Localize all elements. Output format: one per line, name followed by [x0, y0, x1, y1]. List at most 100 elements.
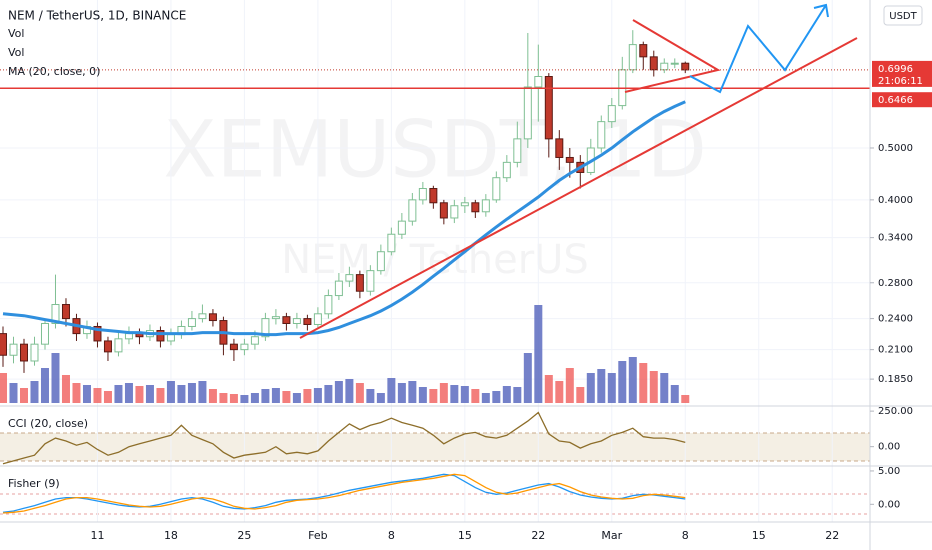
volume-bar [660, 373, 669, 403]
candle-body [376, 251, 385, 272]
indicator-line [2, 473, 686, 514]
projection-arrow [813, 3, 829, 18]
candle-body [261, 318, 270, 338]
volume-bar [450, 385, 459, 403]
fisher-title: Fisher (9) [8, 477, 60, 490]
candle-body [103, 340, 112, 353]
candle-body [649, 56, 658, 71]
volume-bar [114, 385, 123, 403]
volume-bar [0, 373, 8, 403]
volume-bar [324, 385, 333, 403]
y-tick-label: 0.3400 [878, 233, 913, 244]
volume-bar [639, 363, 648, 403]
x-tick-label: 25 [237, 529, 251, 542]
indicator-line [2, 473, 686, 513]
candle-body [282, 316, 291, 324]
x-tick-label: Mar [601, 529, 622, 542]
volume-bar [292, 393, 301, 403]
candle-body [187, 318, 196, 327]
volume-bar [334, 381, 343, 403]
x-tick-label: Feb [308, 529, 327, 542]
x-tick-label: 11 [90, 529, 104, 542]
volume-bar [408, 381, 417, 403]
y-tick-label: 5.00 [878, 466, 900, 477]
candle-body [481, 199, 490, 213]
volume-bar [219, 393, 228, 403]
candle-body [544, 76, 553, 140]
candle-body [61, 304, 70, 320]
y-tick-label: 0.00 [878, 442, 900, 453]
labels: 11 18 25 Feb 8 15 22 Mar 8 15 22 0.1850 0.2100 0.2400… [90, 60, 932, 542]
candle-body [607, 105, 616, 123]
triangle-drawing [624, 19, 721, 93]
candle-body [334, 280, 343, 297]
chart-title: NEM / TetherUS, 1D, BINANCE [8, 9, 186, 23]
candle-body [93, 325, 102, 342]
candle-body [124, 333, 133, 340]
candle-body [0, 333, 8, 356]
candle-body [30, 343, 39, 362]
volume-bar [607, 373, 616, 403]
last-price-label: 0.6996 [878, 64, 913, 75]
candle-body [523, 86, 532, 140]
volume-bar [40, 368, 49, 403]
candle-body [51, 304, 60, 324]
last-price-box [872, 60, 932, 87]
candle-body [313, 313, 322, 325]
volume-bar [355, 383, 364, 403]
candle-body [292, 318, 301, 324]
volume-bar [103, 391, 112, 403]
y-tick-label: 250.00 [878, 406, 913, 417]
volume-bar [135, 386, 144, 403]
candle-body [345, 274, 354, 282]
volume-bar [303, 389, 312, 403]
volume-bar [30, 381, 39, 403]
candle-body [471, 202, 480, 213]
volume-bar [565, 368, 574, 403]
candle-body [450, 205, 459, 219]
volume-bar [345, 379, 354, 403]
candle-body [303, 318, 312, 325]
currency-button[interactable] [883, 5, 923, 26]
indicator-line [2, 100, 686, 337]
x-tick-label: 8 [682, 529, 689, 542]
candle-body [555, 138, 564, 158]
candle-body [513, 138, 522, 163]
volume-bar [649, 371, 658, 403]
candle-body [660, 62, 669, 71]
volume-bar [93, 388, 102, 403]
volume-bar [618, 361, 627, 403]
volume-bar [534, 305, 543, 403]
volume-bar [471, 389, 480, 403]
candle-body [250, 336, 259, 345]
candle-body [324, 295, 333, 315]
y-tick-label: 0.00 [878, 499, 900, 510]
volume-bar [271, 388, 280, 403]
candle-body [429, 188, 438, 204]
candle-body [418, 188, 427, 201]
y-tick-label: 0.1850 [878, 374, 913, 385]
volume-bar [586, 373, 595, 403]
candle-body [366, 270, 375, 292]
y-tick-label: 0.4000 [878, 195, 913, 206]
candle-body [9, 343, 18, 356]
candle-body [229, 343, 238, 351]
volume-bar [145, 385, 154, 403]
volume-bar [481, 393, 490, 403]
candle-body [460, 202, 469, 207]
candle-body [670, 62, 679, 65]
volume-bar [156, 388, 165, 403]
volume-bar [439, 383, 448, 403]
volume-bar [492, 391, 501, 403]
alert-price-box [872, 92, 932, 108]
indicator-label: Vol [8, 27, 24, 40]
projection-path [689, 4, 827, 94]
countdown-label: 21:06:11 [878, 76, 923, 87]
x-tick-label: 8 [388, 529, 395, 542]
volume-bar [187, 383, 196, 403]
candle-body [387, 233, 396, 253]
y-tick-label: 0.2100 [878, 345, 913, 356]
volume-bar [376, 393, 385, 403]
trend-line [299, 37, 858, 339]
candle-body [19, 343, 28, 362]
